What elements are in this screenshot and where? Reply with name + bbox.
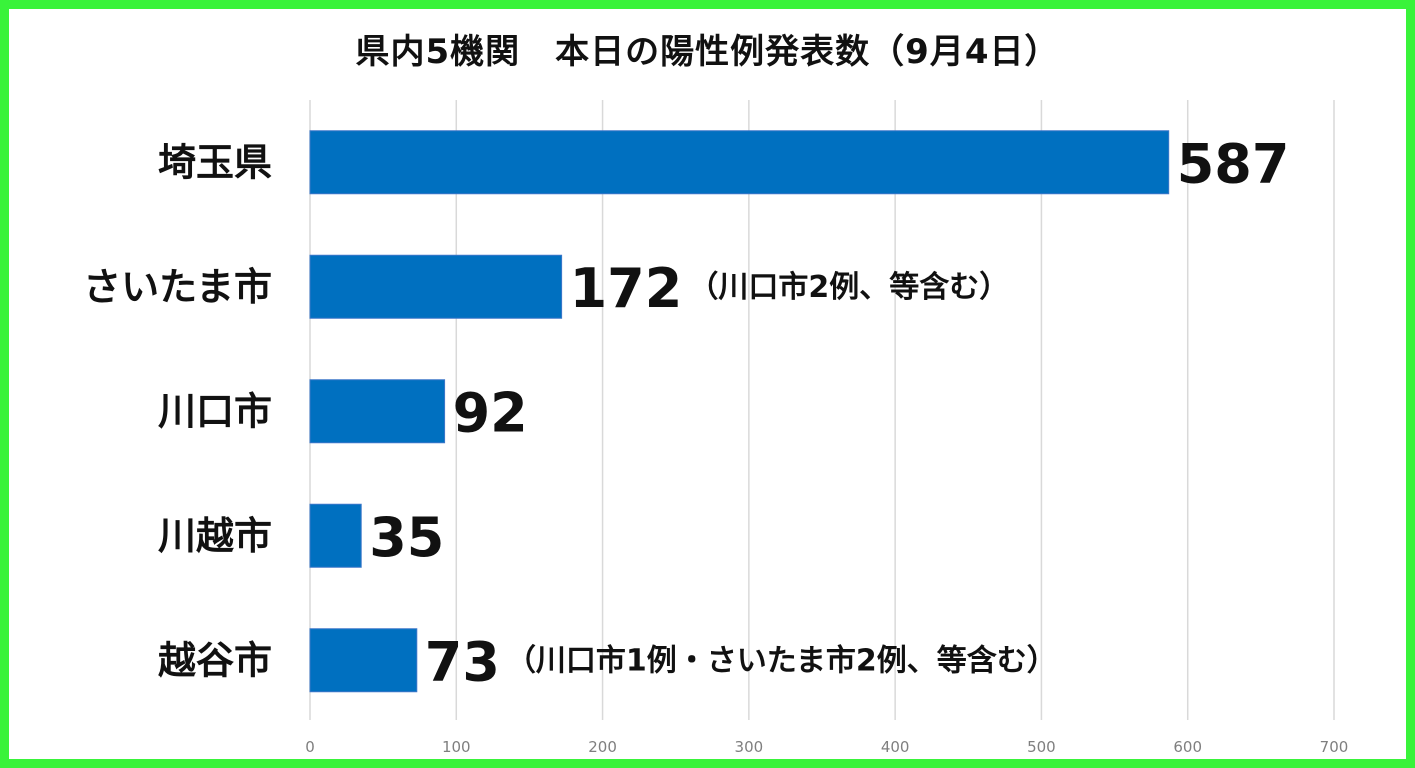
bar bbox=[309, 628, 418, 693]
bar bbox=[309, 379, 446, 444]
data-label: 172 bbox=[570, 257, 683, 320]
bar bbox=[309, 503, 362, 568]
x-tick-label: 700 bbox=[1320, 738, 1349, 756]
annotation-label: （川口市1例・さいたま市2例、等含む） bbox=[506, 643, 1057, 678]
category-label: 越谷市 bbox=[158, 638, 272, 682]
bar bbox=[309, 130, 1170, 195]
x-tick-label: 200 bbox=[588, 738, 617, 756]
category-label: さいたま市 bbox=[83, 265, 272, 309]
category-label: 川口市 bbox=[158, 389, 272, 433]
x-tick-label: 300 bbox=[735, 738, 764, 756]
x-tick-label: 400 bbox=[881, 738, 910, 756]
data-label: 92 bbox=[453, 381, 528, 444]
labels: 埼玉県 587 さいたま市 172 （川口市2例、等含む） 川口市 92 川越市 35 越谷市 73… bbox=[83, 132, 1289, 693]
x-tick-label: 100 bbox=[442, 738, 471, 756]
annotation-label: （川口市2例、等含む） bbox=[688, 270, 1009, 305]
data-label: 73 bbox=[425, 630, 500, 693]
gridlines bbox=[309, 100, 1335, 720]
x-tick-label: 0 bbox=[305, 738, 315, 756]
data-label: 587 bbox=[1177, 132, 1290, 195]
data-label: 35 bbox=[369, 506, 444, 569]
x-tick-label: 500 bbox=[1027, 738, 1056, 756]
x-axis-ticks: 0 100 200 300 400 500 600 700 bbox=[305, 738, 1348, 756]
category-label: 川越市 bbox=[158, 514, 272, 558]
category-label: 埼玉県 bbox=[158, 140, 272, 184]
chart-title: 県内5機関 本日の陽性例発表数（9月4日） bbox=[355, 32, 1060, 72]
x-tick-label: 600 bbox=[1173, 738, 1202, 756]
bar bbox=[309, 254, 563, 319]
bars bbox=[309, 130, 1170, 693]
